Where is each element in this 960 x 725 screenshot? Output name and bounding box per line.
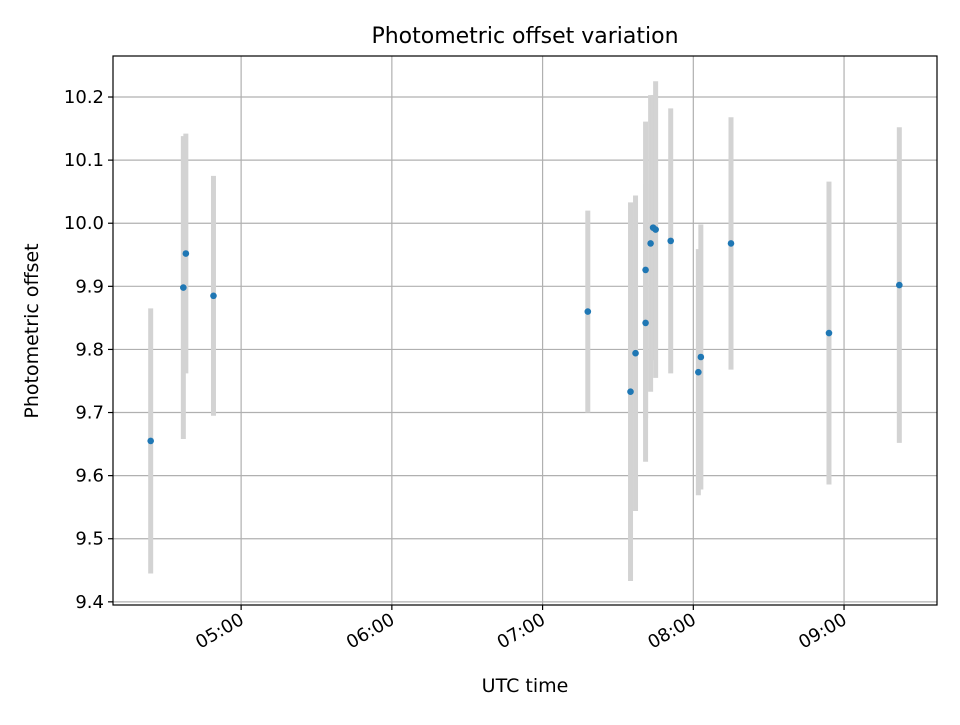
x-tick-label: 07:00 xyxy=(494,609,549,653)
x-tick-label: 05:00 xyxy=(192,609,247,653)
grid-lines xyxy=(113,56,937,605)
data-point xyxy=(632,349,639,357)
data-point xyxy=(825,329,833,337)
y-tick-label: 10.1 xyxy=(64,150,104,171)
data-point xyxy=(695,368,702,376)
x-tick-label: 06:00 xyxy=(343,609,398,653)
data-point xyxy=(727,240,735,247)
data-point xyxy=(652,226,659,233)
data-point xyxy=(642,319,649,327)
data-points xyxy=(147,224,903,445)
data-point xyxy=(697,353,705,361)
data-point xyxy=(584,308,592,315)
data-point xyxy=(627,388,634,396)
y-tick-label: 9.9 xyxy=(75,276,104,297)
y-tick-label: 9.6 xyxy=(75,466,104,487)
y-tick-label: 10.0 xyxy=(64,213,104,234)
y-tick-label: 9.5 xyxy=(75,529,104,550)
data-point xyxy=(147,437,154,445)
y-tick-label: 9.8 xyxy=(75,339,104,360)
x-tick-label: 08:00 xyxy=(644,609,699,653)
y-tick-label: 10.2 xyxy=(64,87,104,108)
y-axis-label: Photometric offset xyxy=(21,243,43,418)
data-point xyxy=(182,250,190,257)
x-axis-ticks: 05:00 06:00 07:00 08:00 09:00 xyxy=(192,605,851,653)
y-axis-ticks: 9.4 9.5 9.6 9.7 9.8 9.9 10.0 10.1 10.2 xyxy=(64,87,113,613)
y-tick-label: 9.7 xyxy=(75,403,104,424)
data-point xyxy=(896,281,903,289)
data-point xyxy=(647,240,654,247)
error-bars xyxy=(148,81,902,582)
chart-title: Photometric offset variation xyxy=(371,24,678,49)
data-point xyxy=(642,266,649,274)
plot-frame xyxy=(112,55,938,606)
x-axis-label: UTC time xyxy=(482,675,569,697)
data-point xyxy=(210,292,217,300)
x-tick-label: 09:00 xyxy=(795,609,850,653)
data-point xyxy=(667,237,675,245)
data-point xyxy=(180,284,187,291)
y-tick-label: 9.4 xyxy=(75,592,104,613)
